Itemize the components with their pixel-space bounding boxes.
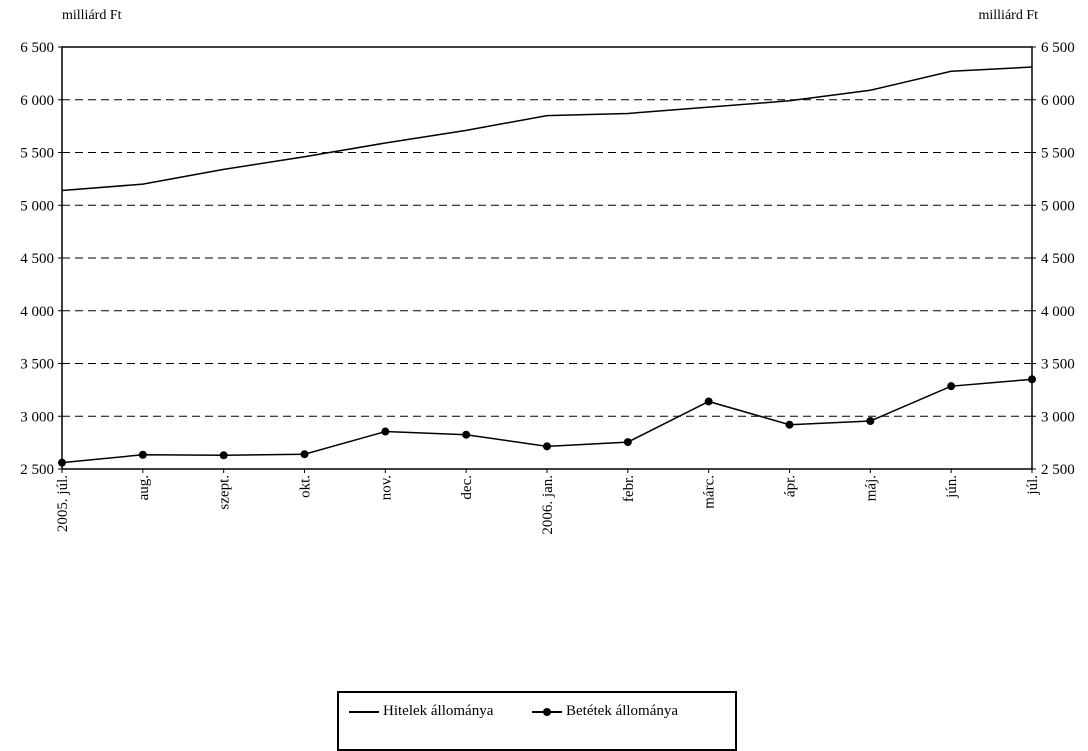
y-axis-unit-right: milliárd Ft — [978, 8, 1039, 23]
series-line-hitelek — [61, 66, 1033, 192]
y-tick-label-right: 6 000 — [1041, 93, 1075, 109]
data-point-betetek — [543, 442, 551, 451]
legend-item-betetek: Betétek állománya — [532, 703, 678, 720]
data-point-betetek — [785, 420, 794, 429]
y-tick-label-right: 5 000 — [1041, 198, 1075, 214]
legend-label-hitelek: Hitelek állománya — [383, 703, 494, 719]
x-axis: 2005. júl. aug. szept. okt. nov. dec. 2006. ja… — [55, 469, 1041, 535]
x-tick-label: aug. — [136, 475, 152, 500]
y-tick-label-right: 6 500 — [1041, 40, 1075, 56]
legend-dot-marker — [543, 707, 551, 716]
data-point-betetek — [219, 451, 228, 460]
x-tick-label: szept. — [217, 475, 233, 510]
y-tick-label-left: 4 500 — [20, 251, 54, 267]
y-tick-label-left: 5 500 — [20, 146, 54, 162]
legend-line-symbol — [349, 710, 379, 713]
x-tick-label: ápr. — [783, 475, 799, 497]
x-tick-label: febr. — [621, 475, 637, 502]
data-point-betetek — [704, 397, 713, 406]
y-tick-label-left: 3 500 — [20, 357, 54, 373]
y-tick-label-left: 4 000 — [20, 304, 54, 320]
x-tick-label: júl. — [1025, 475, 1041, 496]
legend-label-betetek: Betétek állománya — [566, 703, 679, 719]
y-tick-label-left: 5 000 — [20, 198, 54, 214]
legend: Hitelek állománya Betétek állománya — [337, 691, 737, 751]
y-axis-right: 2 500 3 000 3 500 4 000 4 500 5 000 5 500 6 000… — [1032, 40, 1075, 478]
y-tick-label-right: 5 500 — [1041, 146, 1075, 162]
y-tick-label-left: 2 500 — [20, 462, 54, 478]
grid-lines — [62, 99, 1032, 417]
y-tick-label-left: 6 000 — [20, 93, 54, 109]
y-tick-label-right: 2 500 — [1041, 462, 1075, 478]
y-axis-left: 2 500 3 000 3 500 4 000 4 500 5 000 5 500 6 000… — [20, 40, 62, 478]
x-tick-label: jún. — [944, 475, 960, 499]
series-group — [58, 66, 1036, 467]
y-tick-label-right: 3 000 — [1041, 409, 1075, 425]
data-point-betetek — [462, 430, 471, 439]
data-point-betetek — [300, 450, 309, 459]
legend-item-hitelek: Hitelek állománya — [349, 703, 493, 720]
data-point-betetek — [138, 450, 147, 459]
data-point-betetek — [1028, 375, 1036, 384]
y-tick-label-left: 6 500 — [20, 40, 54, 56]
y-tick-label-left: 3 000 — [20, 409, 54, 425]
x-tick-label: okt. — [298, 475, 314, 498]
x-tick-label: 2005. júl. — [55, 475, 71, 532]
data-point-betetek — [623, 438, 632, 447]
data-point-betetek — [866, 416, 875, 425]
x-tick-label: márc. — [702, 475, 718, 509]
x-tick-label: dec. — [459, 475, 475, 500]
y-tick-label-right: 4 500 — [1041, 251, 1075, 267]
x-tick-label: máj. — [863, 475, 879, 501]
y-tick-label-right: 4 000 — [1041, 304, 1075, 320]
legend-dot-line-symbol — [532, 707, 562, 716]
x-tick-label: nov. — [378, 475, 394, 500]
y-axis-unit-left: milliárd Ft — [62, 8, 122, 23]
x-tick-label: 2006. jan. — [540, 475, 556, 535]
data-point-betetek — [381, 427, 390, 436]
y-tick-label-right: 3 500 — [1041, 357, 1075, 373]
data-point-betetek — [58, 458, 66, 467]
data-point-betetek — [947, 382, 956, 391]
